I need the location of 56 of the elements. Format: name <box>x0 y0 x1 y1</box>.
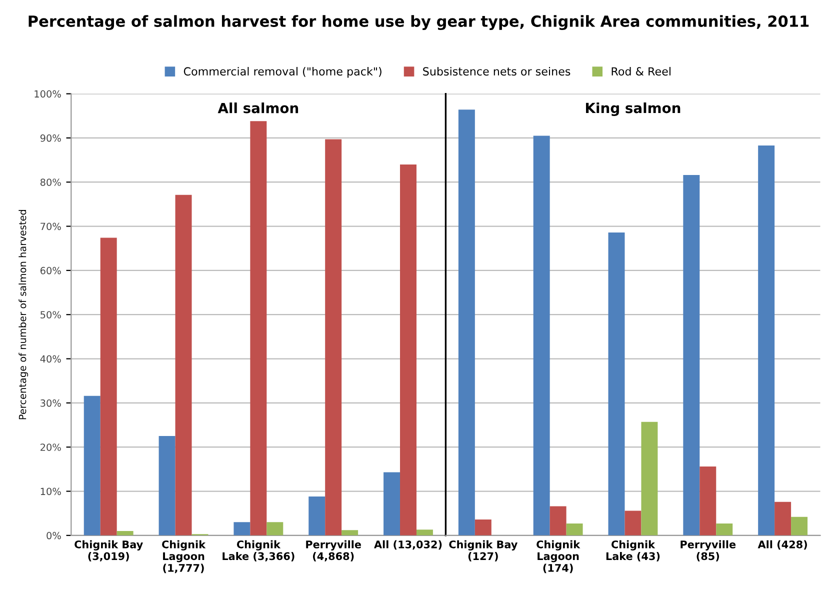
y-tick-label: 20% <box>40 444 61 451</box>
bar <box>791 516 808 536</box>
bar <box>700 466 716 536</box>
y-tick-label: 90% <box>40 134 61 142</box>
y-tick-label: 10% <box>40 488 61 496</box>
bar <box>566 524 583 536</box>
bar <box>84 396 100 536</box>
bar <box>550 506 566 536</box>
bar <box>474 520 492 536</box>
bar <box>683 175 700 536</box>
bar <box>116 531 134 536</box>
bar <box>758 145 775 536</box>
legend-label: Commercial removal ("home pack") <box>184 66 382 78</box>
bar <box>342 530 358 536</box>
annotation: All salmon <box>218 102 298 114</box>
bar <box>716 524 733 536</box>
legend-label: Subsistence nets or seines <box>423 66 570 76</box>
bar <box>458 110 475 536</box>
annotation: King salmon <box>586 102 680 116</box>
x-tick-label: Chignik Lagoon (174) <box>536 540 580 574</box>
bar <box>608 232 625 536</box>
x-tick-label: Chignik Bay (3,019) <box>74 540 143 562</box>
y-tick-label: 100% <box>34 90 61 98</box>
y-tick-label: 60% <box>40 266 61 274</box>
x-tick-label: All (13,032) <box>374 540 442 550</box>
y-tick-label: 0% <box>46 532 61 540</box>
bar <box>266 522 284 536</box>
x-tick-label: Chignik Lagoon (1,777) <box>162 540 206 574</box>
bar <box>533 136 550 536</box>
x-tick-label: Chignik Lake (43) <box>606 540 660 562</box>
bar <box>175 194 192 536</box>
x-tick-label: Perryville (4,868) <box>306 540 361 562</box>
x-tick-label: Perryville (85) <box>680 540 736 562</box>
chart-title: Percentage of salmon harvest for home use by gear type, Chignik Area communities, 2011 <box>28 15 809 30</box>
bar <box>774 502 792 536</box>
bar <box>384 472 400 536</box>
bar <box>400 164 416 536</box>
y-tick-label: 30% <box>40 399 61 407</box>
bar <box>158 436 176 536</box>
y-axis-title: Percentage of number of salmon harvested <box>18 210 28 420</box>
bar <box>308 496 326 536</box>
x-tick-label: Chignik Lake (3,366) <box>222 540 294 562</box>
y-tick-label: 70% <box>40 222 61 230</box>
bar <box>234 522 250 536</box>
bar <box>250 121 267 536</box>
y-tick-label: 50% <box>40 311 61 318</box>
y-tick-label: 80% <box>40 178 61 186</box>
bar <box>624 510 642 536</box>
legend-label: Rod & Reel <box>612 66 670 76</box>
y-tick-label: 40% <box>40 355 61 363</box>
bar <box>100 238 117 536</box>
x-tick-label: All (428) <box>758 540 807 550</box>
bar <box>325 139 342 536</box>
x-tick-label: Chignik Bay (127) <box>449 540 518 562</box>
bar <box>416 530 433 536</box>
bar <box>641 422 658 536</box>
